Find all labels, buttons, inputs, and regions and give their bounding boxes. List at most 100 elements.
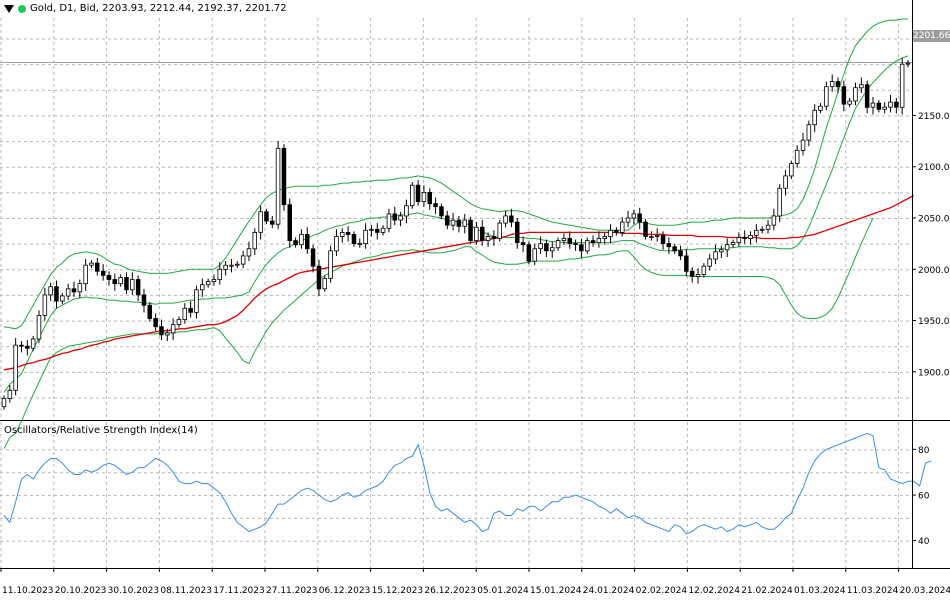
rsi-line <box>3 432 932 535</box>
candle-body <box>13 344 18 391</box>
candle-body <box>409 184 415 207</box>
candle-body <box>585 240 590 252</box>
date-tick-label: 20.03.2024 <box>900 586 950 596</box>
candle-body <box>252 231 257 250</box>
symbol-info: Gold, D1, Bid, 2203.93, 2212.44, 2192.37… <box>30 3 287 14</box>
date-tick-label: 30.10.2023 <box>108 586 160 596</box>
candle-body <box>170 324 176 334</box>
candle-body <box>829 81 835 88</box>
price-tick-label: 1900.00 <box>918 368 950 378</box>
candle-body <box>89 262 94 266</box>
candle-body <box>870 102 876 108</box>
candle-body <box>748 234 753 239</box>
candle-body <box>579 244 584 252</box>
candle-body <box>474 226 479 241</box>
candle-body <box>864 84 870 108</box>
candle-body <box>269 220 275 225</box>
candle-body <box>905 62 911 65</box>
candle-body <box>147 304 152 319</box>
candle-body <box>25 345 30 349</box>
candle-body <box>468 219 473 242</box>
candle-body <box>824 86 829 107</box>
candle-body <box>730 242 736 246</box>
candle-body <box>590 240 596 244</box>
candle-body <box>281 147 287 206</box>
candle-body <box>532 248 538 262</box>
candle-body <box>124 277 129 291</box>
candle-body <box>456 219 462 227</box>
price-tick-label: 2000.00 <box>918 266 950 276</box>
price-axis: 1900.00 1950.00 2000.00 2050.00 2100.00 2150.… <box>912 112 950 378</box>
candle-body <box>672 246 677 252</box>
date-axis: 11.10.2023 20.10.2023 30.10.2023 08.11.2023… <box>0 568 950 596</box>
rsi-tick-label: 60 <box>918 492 930 502</box>
candle-body <box>48 286 53 296</box>
candle-body <box>182 307 187 320</box>
candle-body <box>363 229 368 245</box>
candle-body <box>614 229 619 233</box>
price-tick-label: 2100.00 <box>918 163 950 173</box>
date-tick-label: 21.02.2024 <box>741 586 793 596</box>
candle-body <box>275 147 281 225</box>
candle-body <box>462 219 467 227</box>
candle-body <box>100 270 106 276</box>
candle-body <box>818 105 823 111</box>
candle-body <box>794 149 800 165</box>
panel-frames <box>0 0 950 569</box>
candle-body <box>112 279 118 284</box>
candle-body <box>95 262 100 272</box>
candle-body <box>234 263 240 266</box>
rsi-tick-label: 80 <box>918 446 930 456</box>
date-tick-label: 12.02.2024 <box>688 586 740 596</box>
date-tick-label: 08.11.2023 <box>160 586 212 596</box>
candle-body <box>859 84 864 89</box>
candle-body <box>42 294 48 316</box>
candle-body <box>660 234 666 244</box>
candle-body <box>759 228 765 231</box>
candle-body <box>497 222 502 239</box>
candle-body <box>777 187 782 217</box>
candle-body <box>713 251 718 260</box>
candle-body <box>345 231 351 235</box>
candle-body <box>765 224 771 230</box>
candle-body <box>439 206 444 217</box>
candle-body <box>7 389 13 399</box>
date-tick-label: 20.10.2023 <box>55 586 107 596</box>
candle-body <box>882 106 887 110</box>
candle-body <box>608 229 613 237</box>
candle-body <box>229 264 234 267</box>
candle-body <box>351 233 357 244</box>
rsi-grid <box>0 422 912 568</box>
candle-body <box>678 250 683 257</box>
candle-body <box>520 242 526 246</box>
date-tick-label: 27.11.2023 <box>266 586 318 596</box>
rsi-tick-label: 40 <box>918 537 930 547</box>
candle-body <box>293 240 298 246</box>
candle-body <box>106 274 112 280</box>
candle-body <box>544 243 549 252</box>
candle-body <box>223 264 228 270</box>
date-tick-label: 02.02.2024 <box>636 586 688 596</box>
candle-body <box>398 215 403 221</box>
candle-body <box>316 265 322 290</box>
candle-body <box>258 211 263 233</box>
rsi-axis: 40 60 80 <box>912 446 930 547</box>
candle-body <box>153 318 158 328</box>
candle-body <box>625 217 631 223</box>
candle-body <box>666 243 672 248</box>
candle-body <box>404 205 409 217</box>
candle-body <box>771 215 777 226</box>
candle-body <box>643 221 648 237</box>
dropdown-triangle-icon[interactable] <box>4 4 14 13</box>
candle-body <box>392 213 397 221</box>
candle-body <box>322 278 327 290</box>
candle-body <box>141 294 147 306</box>
candle-body <box>199 284 205 291</box>
candle-body <box>334 236 339 252</box>
candle-body <box>19 344 24 347</box>
date-tick-label: 11.10.2023 <box>2 586 54 596</box>
candle-body <box>701 265 707 275</box>
candle-body <box>427 191 432 205</box>
candle-body <box>567 238 573 244</box>
